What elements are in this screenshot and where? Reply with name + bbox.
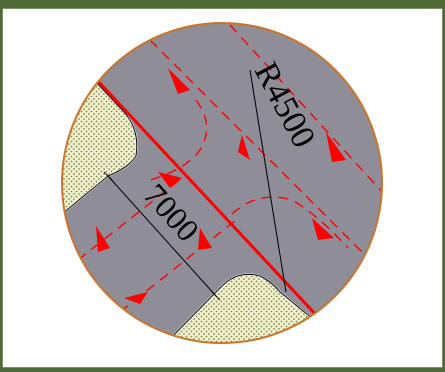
arrow-2 xyxy=(238,135,250,160)
curb-edge-right xyxy=(163,273,313,343)
curb-edge-left xyxy=(62,81,138,215)
direction-arrows xyxy=(96,68,346,304)
arrow-3 xyxy=(326,132,346,162)
radius-leader xyxy=(249,69,287,293)
road-detail-diagram: R4500 7000 xyxy=(61,22,383,344)
drawing-frame: R4500 7000 xyxy=(2,8,443,368)
arrow-1 xyxy=(168,68,190,94)
width-dimension xyxy=(103,171,221,301)
arrow-8 xyxy=(158,172,182,188)
detail-circle xyxy=(61,22,383,344)
centerline xyxy=(95,78,320,319)
arrow-7 xyxy=(124,292,148,304)
arrow-5 xyxy=(96,226,110,252)
arrow-4 xyxy=(312,218,334,240)
arrow-6 xyxy=(198,228,212,250)
